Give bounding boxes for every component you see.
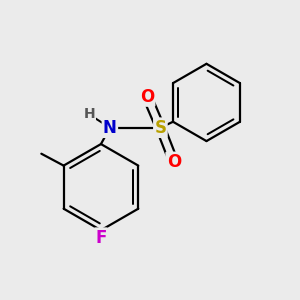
Text: O: O bbox=[140, 88, 154, 106]
Text: O: O bbox=[167, 153, 181, 171]
Text: F: F bbox=[95, 229, 106, 247]
Text: N: N bbox=[103, 119, 117, 137]
Text: H: H bbox=[83, 107, 95, 121]
Text: S: S bbox=[154, 119, 166, 137]
